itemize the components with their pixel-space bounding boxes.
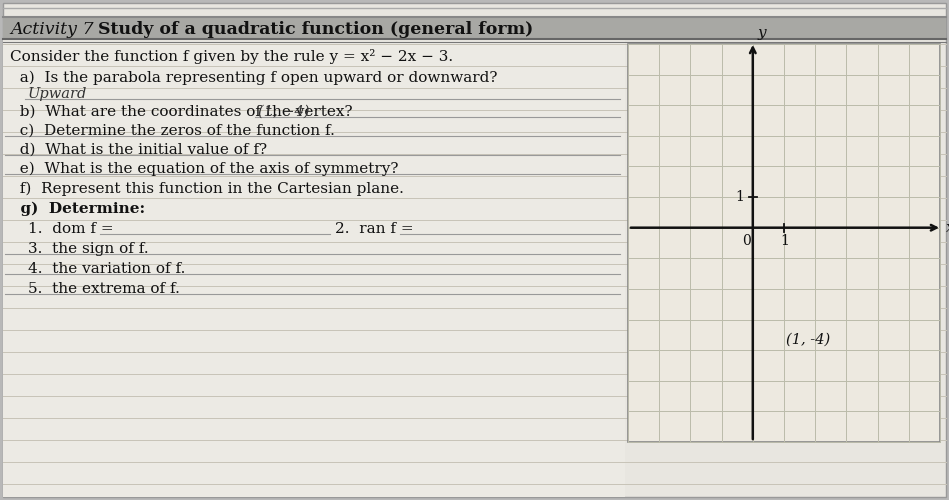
Text: (1, −4): (1, −4) [258,105,309,119]
Text: 3.  the sign of f.: 3. the sign of f. [28,242,149,256]
Text: c)  Determine the zeros of the function f.: c) Determine the zeros of the function f… [10,124,335,138]
Text: 1: 1 [735,190,744,204]
Text: x: x [946,220,949,234]
Text: e)  What is the equation of the axis of symmetry?: e) What is the equation of the axis of s… [10,162,399,176]
Text: a)  Is the parabola representing f open upward or downward?: a) Is the parabola representing f open u… [10,71,497,85]
Text: 1.  dom f =: 1. dom f = [28,222,114,236]
Text: b)  What are the coordinates of the vertex?: b) What are the coordinates of the verte… [10,105,353,119]
Text: g)  Determine:: g) Determine: [10,202,145,216]
Text: Consider the function f given by the rule y = x² − 2x − 3.: Consider the function f given by the rul… [10,48,453,64]
Bar [628,44,940,442]
Text: 2.  ran f =: 2. ran f = [335,222,414,236]
Text: 4.  the variation of f.: 4. the variation of f. [28,262,185,276]
Text: y: y [758,26,767,40]
Text: Study of a quadratic function (general form): Study of a quadratic function (general f… [98,20,533,38]
Text: Upward: Upward [28,87,87,101]
Bar [3,17,946,39]
Text: (1, -4): (1, -4) [786,333,830,347]
Text: 0: 0 [742,234,752,247]
Text: Activity 7: Activity 7 [10,20,94,38]
Text: d)  What is the initial value of f?: d) What is the initial value of f? [10,143,267,157]
Bar [3,39,625,497]
Text: 1: 1 [781,234,790,247]
Text: 5.  the extrema of f.: 5. the extrema of f. [28,282,180,296]
Text: f)  Represent this function in the Cartesian plane.: f) Represent this function in the Cartes… [10,182,404,196]
